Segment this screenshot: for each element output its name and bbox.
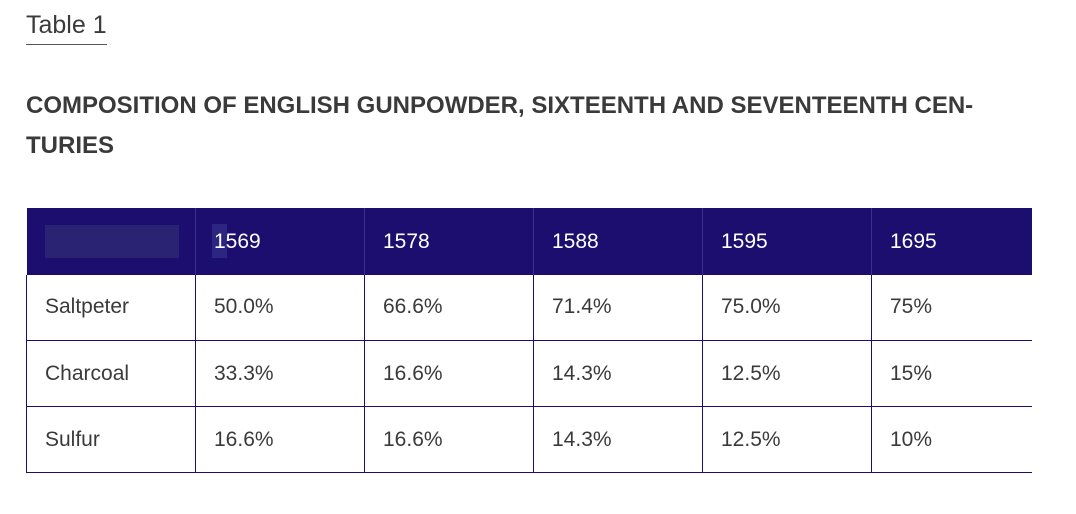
- table-label: Table 1: [26, 8, 107, 45]
- header-corner-cell: [26, 208, 196, 275]
- header-year-cell: 1695: [871, 208, 1032, 275]
- header-year-cell: 1569: [195, 208, 365, 275]
- header-row: 1569 1578 1588 1595 1695: [26, 208, 1032, 275]
- table-cell: 14.3%: [533, 340, 703, 407]
- table-cell: 14.3%: [533, 406, 703, 473]
- row-label-cell: Saltpeter: [26, 274, 196, 341]
- table-cell: 75%: [871, 274, 1032, 341]
- table-cell: 12.5%: [702, 340, 872, 407]
- header-year-text: 1588: [552, 229, 599, 253]
- header-year-text: 1578: [383, 229, 430, 253]
- table-row: Saltpeter 50.0% 66.6% 71.4% 75.0% 75%: [26, 274, 1032, 341]
- corner-redaction-block: [44, 225, 179, 259]
- header-year-cell: 1588: [533, 208, 703, 275]
- table-cell: 12.5%: [702, 406, 872, 473]
- table-cell: 75.0%: [702, 274, 872, 341]
- table-cell: 66.6%: [364, 274, 534, 341]
- table-cell: 16.6%: [364, 340, 534, 407]
- table-cell: 15%: [871, 340, 1032, 407]
- table-cell: 16.6%: [195, 406, 365, 473]
- table-row: Charcoal 33.3% 16.6% 14.3% 12.5% 15%: [26, 340, 1032, 407]
- table-cell: 71.4%: [533, 274, 703, 341]
- table-cell: 16.6%: [364, 406, 534, 473]
- table-cell: 10%: [871, 406, 1032, 473]
- year-label-marked: 1569: [212, 223, 261, 258]
- header-year-text: 1595: [721, 229, 768, 253]
- table-title: COMPOSITION OF ENGLISH GUNPOWDER, SIXTEE…: [26, 92, 974, 159]
- table-row: Sulfur 16.6% 16.6% 14.3% 12.5% 10%: [26, 406, 1032, 473]
- row-label-cell: Sulfur: [26, 406, 196, 473]
- header-year-text: 1569: [214, 229, 261, 253]
- row-label-cell: Charcoal: [26, 340, 196, 407]
- header-year-cell: 1595: [702, 208, 872, 275]
- header-year-cell: 1578: [364, 208, 534, 275]
- table-cell: 33.3%: [195, 340, 365, 407]
- header-year-text: 1695: [890, 229, 937, 253]
- table-cell: 50.0%: [195, 274, 365, 341]
- gunpowder-composition-table: 1569 1578 1588 1595 1695 Saltpeter 50.0%…: [26, 208, 1032, 473]
